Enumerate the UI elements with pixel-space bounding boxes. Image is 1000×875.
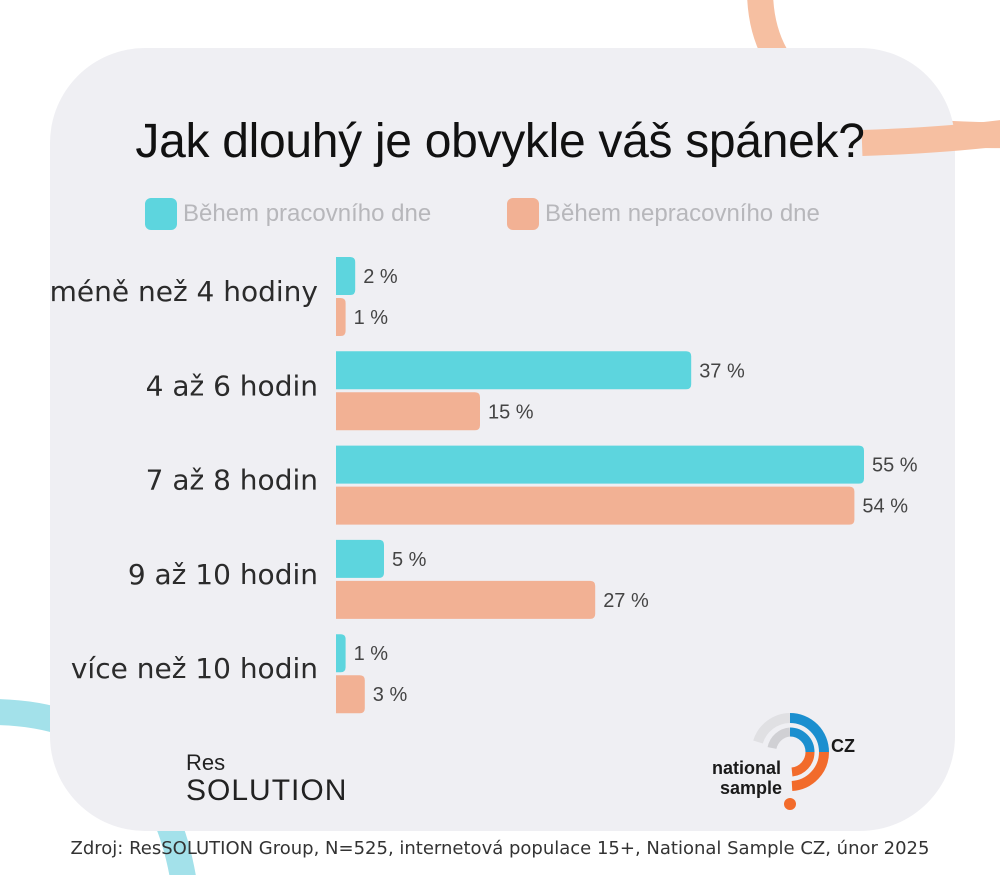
chart-title: Jak dlouhý je obvykle váš spánek? [135, 115, 865, 168]
bar-non-working-day [336, 392, 480, 431]
ns-logo-country: CZ [831, 736, 855, 756]
legend-swatch-working-day [145, 198, 177, 230]
data-label: 54 % [862, 496, 908, 518]
bar-working-day [336, 351, 692, 390]
data-label: 37 % [699, 360, 745, 382]
bar-non-working-day [336, 486, 855, 525]
category-label: 4 až 6 hodin [146, 369, 318, 402]
bar-non-working-day [336, 675, 365, 714]
ressolution-logo-small-text: Res [186, 750, 226, 775]
ressolution-logo-big-text: SOLUTION [186, 774, 348, 807]
data-label: 2 % [363, 266, 398, 288]
data-label: 15 % [488, 401, 534, 423]
legend-label-non-working-day: Během nepracovního dne [545, 200, 820, 227]
legend-item-working-day: Během pracovního dne [145, 198, 431, 230]
data-label: 27 % [603, 590, 649, 612]
data-label: 1 % [354, 307, 389, 329]
bar-working-day [336, 539, 384, 578]
ns-logo-line2: sample [720, 778, 783, 798]
bar-non-working-day [336, 580, 596, 619]
bar-working-day [336, 257, 356, 295]
national-sample-logo-mark [753, 713, 830, 810]
source-note: Zdroj: ResSOLUTION Group, N=525, interne… [70, 838, 930, 859]
category-label: více než 10 hodin [71, 652, 318, 685]
data-label: 55 % [872, 455, 918, 477]
bar-working-day [336, 445, 864, 484]
data-label: 3 % [373, 684, 408, 706]
ressolution-logo: Res SOLUTION [186, 752, 347, 808]
bar-working-day [336, 634, 346, 673]
national-sample-logo: national sample CZ [700, 712, 870, 817]
chart-card [50, 48, 955, 831]
legend-swatch-non-working-day [507, 198, 539, 230]
ns-logo-line1: national [712, 758, 782, 778]
legend-label-working-day: Během pracovního dne [183, 200, 432, 227]
category-label: 7 až 8 hodin [146, 464, 318, 497]
bar-non-working-day [336, 298, 346, 336]
data-label: 1 % [354, 643, 389, 665]
category-label: méně než 4 hodiny [50, 275, 318, 308]
legend-item-non-working-day: Během nepracovního dne [507, 198, 820, 230]
category-label: 9 až 10 hodin [128, 558, 318, 591]
data-label: 5 % [392, 549, 427, 571]
